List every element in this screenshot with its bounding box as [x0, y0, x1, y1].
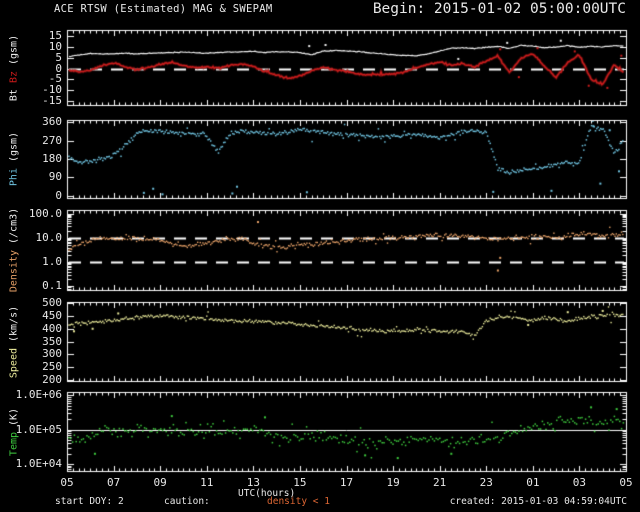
x-tick-label: 23: [479, 476, 493, 489]
y-tick-label: 180: [42, 152, 62, 165]
x-tick-label: 09: [153, 476, 167, 489]
y-tick-label: 15: [48, 29, 62, 43]
ylabel-part: Bz: [8, 70, 20, 83]
ylabel-speed: Speed (km/s): [9, 302, 20, 380]
x-tick-label: 13: [246, 476, 260, 489]
start-doy-value: 2: [118, 496, 124, 507]
y-tick-label: 200: [42, 372, 62, 386]
y-tick-label: 10.0: [35, 230, 63, 244]
ylabel-part: Phi: [8, 168, 20, 187]
ylabel-temp: Temp (K): [9, 404, 20, 458]
y-tick-label: 360: [42, 115, 62, 129]
y-tick-label: 300: [42, 347, 62, 361]
ylabel-density: Density (/cm3): [9, 205, 20, 295]
y-tick-label: 100.0: [28, 206, 62, 220]
y-tick-label: 10: [48, 40, 62, 54]
y-tick-label: 270: [42, 133, 62, 147]
y-tick-label: 0: [55, 188, 62, 202]
y-tick-label: -5: [48, 72, 62, 86]
x-tick-label: 07: [106, 476, 121, 489]
y-tick-label: 450: [42, 309, 62, 323]
y-tick-label: 500: [42, 296, 62, 310]
x-tick-label: 15: [293, 476, 307, 489]
plot-title: ACE RTSW (Estimated) MAG & SWEPAM: [54, 3, 273, 15]
x-tick-label: 19: [386, 476, 400, 489]
y-tick-label: 0.1: [42, 279, 62, 293]
x-tick-label: 17: [339, 476, 354, 489]
y-tick-label: 90: [48, 170, 62, 184]
ylabel-mag: Bt Bz (gsm): [9, 31, 20, 103]
y-tick-label: 350: [42, 334, 62, 348]
ylabel-part: Density: [8, 249, 20, 293]
x-tick-label: 05: [60, 476, 74, 489]
x-tick-label: 11: [200, 476, 214, 489]
y-tick-label: -10: [42, 83, 62, 96]
y-tick-label: 1.0E+04: [15, 457, 62, 471]
ylabel-part: Speed: [8, 347, 20, 378]
x-tick-label: 01: [526, 476, 540, 489]
x-axis-label: UTC(hours): [238, 488, 296, 499]
y-tick-label: -15: [42, 93, 62, 107]
ylabel-part: (gsm): [8, 131, 20, 163]
y-tick-label: 1.0E+06: [15, 388, 62, 402]
ylabel-part: (gsm): [8, 34, 20, 65]
ylabel-part: Temp: [8, 431, 20, 456]
caution-value: density < 1: [267, 496, 330, 507]
y-tick-label: 250: [42, 359, 62, 373]
x-tick-label: 03: [572, 476, 587, 489]
caution-label: caution:: [164, 496, 210, 507]
begin-timestamp: Begin: 2015-01-02 05:00:00UTC: [372, 1, 626, 17]
ylabel-part: (km/s): [8, 305, 20, 342]
y-tick-label: 0: [55, 61, 62, 75]
y-tick-label: 400: [42, 321, 62, 335]
y-tick-label: 1.0: [42, 255, 62, 269]
ylabel-part: (K): [8, 407, 20, 426]
ylabel-phi: Phi (gsm): [9, 129, 20, 189]
created-timestamp: created: 2015-01-03 04:59:04UTC: [449, 496, 627, 507]
y-tick-label: 5: [55, 50, 62, 64]
start-doy-label: start DOY:: [55, 496, 113, 507]
ylabel-part: (/cm3): [8, 207, 20, 244]
y-tick-label: 1.0E+05: [15, 422, 62, 436]
x-tick-label: 05: [619, 476, 633, 489]
x-tick-label: 21: [433, 476, 447, 489]
ylabel-part: Bt: [8, 88, 20, 101]
